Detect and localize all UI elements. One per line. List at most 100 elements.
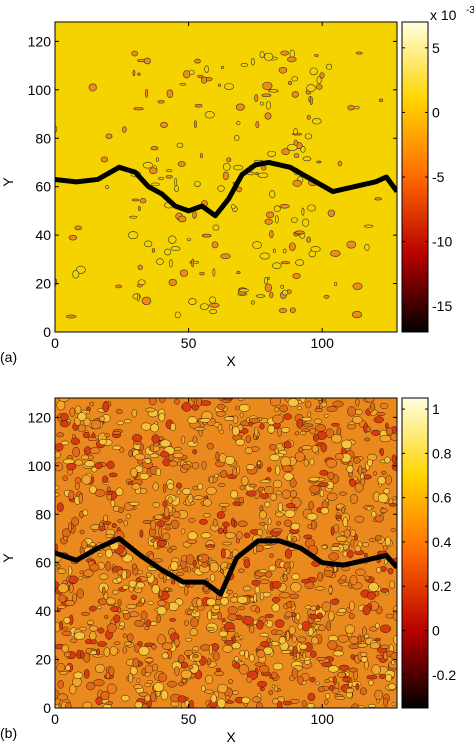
contour-blob bbox=[223, 398, 234, 401]
contour-blob bbox=[315, 681, 320, 686]
contour-blob bbox=[179, 82, 187, 86]
contour-blob bbox=[263, 276, 268, 285]
contour-blob bbox=[332, 650, 344, 657]
contour-blob bbox=[321, 544, 328, 550]
contour-blob bbox=[151, 584, 160, 595]
contour-blob bbox=[128, 449, 133, 458]
contour-blob bbox=[159, 398, 166, 403]
contour-blob bbox=[278, 67, 288, 74]
contour-blob bbox=[353, 105, 360, 110]
contour-blob bbox=[284, 519, 292, 527]
colorbar-tick-label: 0.8 bbox=[432, 445, 452, 461]
contour-blob bbox=[157, 100, 165, 104]
contour-blob bbox=[302, 651, 307, 660]
contour-blob bbox=[159, 439, 171, 448]
contour-blob bbox=[199, 644, 211, 651]
contour-blob bbox=[316, 612, 324, 619]
contour-blob bbox=[314, 408, 323, 413]
contour-blob bbox=[375, 654, 383, 660]
contour-blob bbox=[112, 430, 122, 435]
contour-blob bbox=[94, 462, 103, 470]
contour-blob bbox=[385, 427, 393, 436]
contour-blob bbox=[346, 240, 357, 249]
contour-blob bbox=[82, 509, 89, 516]
contour-blob bbox=[105, 185, 109, 189]
contour-blob bbox=[83, 652, 91, 663]
contour-blob bbox=[221, 506, 227, 512]
contour-blob bbox=[355, 398, 360, 407]
contour-blob bbox=[328, 610, 335, 621]
contour-blob bbox=[79, 529, 85, 535]
contour-blob bbox=[307, 204, 317, 212]
contour-blob bbox=[354, 515, 365, 523]
contour-blob bbox=[301, 218, 310, 227]
contour-blob bbox=[317, 482, 329, 487]
contour-blob bbox=[227, 628, 236, 633]
contour-blob bbox=[342, 550, 348, 558]
contour-blob bbox=[181, 463, 192, 470]
contour-blob bbox=[236, 465, 241, 475]
contour-blob bbox=[278, 307, 287, 314]
contour-blob bbox=[347, 104, 355, 111]
contour-blob bbox=[97, 641, 107, 647]
contour-blob bbox=[104, 615, 109, 620]
contour-blob bbox=[204, 111, 215, 119]
contour-blob bbox=[393, 635, 397, 645]
contour-blob bbox=[187, 416, 198, 425]
contour-blob bbox=[100, 691, 110, 701]
contour-blob bbox=[227, 606, 238, 615]
x-tick-label: 0 bbox=[51, 335, 59, 351]
contour-blob bbox=[182, 488, 192, 495]
y-tick-label: 120 bbox=[28, 409, 52, 425]
contour-blob bbox=[136, 677, 141, 683]
contour-blob bbox=[315, 657, 326, 661]
contour-blob bbox=[367, 703, 377, 708]
contour-blob bbox=[216, 698, 226, 708]
contour-blob bbox=[57, 693, 68, 701]
contour-blob bbox=[391, 454, 397, 464]
contour-blob bbox=[105, 548, 113, 559]
contour-blob bbox=[84, 460, 95, 467]
contour-blob bbox=[196, 398, 202, 407]
contour-blob bbox=[385, 474, 392, 485]
contour-blob bbox=[215, 667, 222, 672]
contour-blob bbox=[223, 640, 235, 645]
contour-blob bbox=[217, 611, 222, 620]
contour-blob bbox=[360, 651, 368, 657]
contour-blob bbox=[373, 416, 384, 424]
contour-blob bbox=[283, 472, 294, 481]
contour-blob bbox=[201, 460, 207, 470]
contour-blob bbox=[345, 687, 355, 694]
contour-blob bbox=[66, 462, 77, 471]
contour-blob bbox=[83, 569, 94, 577]
contour-blob bbox=[235, 103, 245, 111]
contour-blob bbox=[256, 464, 262, 469]
contour-blob bbox=[376, 412, 386, 416]
contour-blob bbox=[254, 586, 261, 594]
contour-blob bbox=[61, 528, 71, 538]
contour-blob bbox=[384, 559, 388, 565]
contour-blob bbox=[303, 534, 313, 539]
contour-blob bbox=[173, 638, 180, 647]
contour-blob bbox=[387, 683, 397, 690]
contour-blob bbox=[167, 235, 177, 244]
contour-blob bbox=[180, 528, 186, 535]
contour-blob bbox=[251, 579, 261, 586]
contour-blob bbox=[191, 258, 194, 268]
y-tick-label: 120 bbox=[28, 33, 52, 49]
contour-blob bbox=[364, 437, 371, 442]
contour-blob bbox=[237, 520, 248, 527]
colorbar-tick-label: 0.2 bbox=[432, 578, 452, 594]
contour-blob bbox=[307, 411, 311, 418]
contour-blob bbox=[330, 546, 341, 551]
contour-blob bbox=[122, 646, 127, 654]
contour-blob bbox=[383, 697, 389, 707]
contour-blob bbox=[263, 52, 274, 61]
contour-blob bbox=[166, 169, 173, 173]
contour-blob bbox=[249, 625, 255, 634]
contour-blob bbox=[181, 402, 192, 412]
contour-blob bbox=[192, 646, 200, 652]
contour-blob bbox=[388, 502, 397, 507]
contour-blob bbox=[128, 673, 134, 683]
